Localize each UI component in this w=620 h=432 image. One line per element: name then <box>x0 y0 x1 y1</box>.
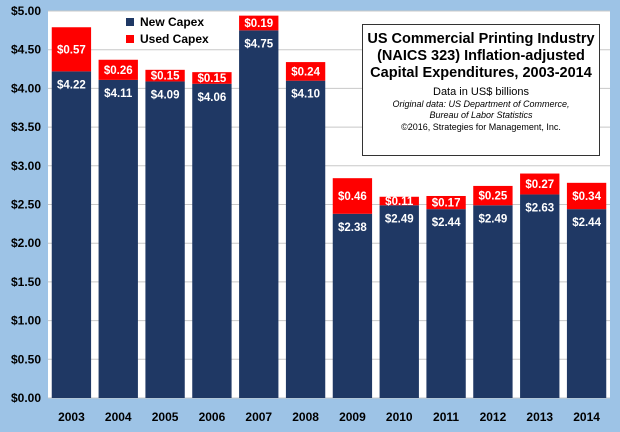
source-line-1: Original data: US Department of Commerce… <box>392 99 570 109</box>
data-label-used-capex: $0.17 <box>432 198 461 210</box>
data-label-used-capex: $0.57 <box>57 44 86 56</box>
legend-label-used-capex: Used Capex <box>140 32 209 46</box>
chart-title-line-2: (NAICS 323) Inflation-adjusted <box>377 48 585 64</box>
x-tick-label: 2007 <box>245 410 272 424</box>
data-label-new-capex: $2.49 <box>479 213 508 225</box>
data-label-new-capex: $2.49 <box>385 213 414 225</box>
x-tick-label: 2010 <box>386 410 413 424</box>
data-label-new-capex: $4.22 <box>57 79 86 91</box>
x-tick-label: 2012 <box>480 410 507 424</box>
bar-new-capex <box>98 79 138 399</box>
bar-new-capex <box>426 209 466 398</box>
data-label-used-capex: $0.11 <box>385 196 414 208</box>
y-tick-label: $4.00 <box>11 81 41 95</box>
x-tick-label: 2009 <box>339 410 366 424</box>
data-label-used-capex: $0.19 <box>244 18 273 30</box>
bar-used-capex <box>332 178 373 214</box>
data-label-new-capex: $4.09 <box>151 89 180 101</box>
y-tick-label: $5.00 <box>11 4 41 18</box>
legend-item-new-capex: New Capex <box>126 15 209 29</box>
bars: $4.22 $0.57 $4.11 $0.26 $4.09 $0.15 $4.06 $0.15… <box>51 15 607 399</box>
data-label-new-capex: $4.75 <box>244 38 273 50</box>
bar-used-capex <box>239 15 279 31</box>
y-tick-label: $3.50 <box>11 120 41 134</box>
y-axis-tick-labels: $0.00 $0.50 $1.00 $1.50 $2.00 $2.50 $3.00 $3.50… <box>11 4 41 405</box>
bar-used-capex <box>473 185 513 206</box>
legend-swatch-used-capex <box>126 35 134 43</box>
y-tick-label: $4.50 <box>11 43 41 57</box>
legend-swatch-new-capex <box>126 18 134 26</box>
data-label-used-capex: $0.27 <box>525 179 554 191</box>
x-tick-label: 2006 <box>199 410 226 424</box>
x-axis-tick-labels: 2003 2004 2005 2006 2007 2008 2009 2010 2011 2012… <box>58 410 600 424</box>
bar-new-capex <box>566 209 607 398</box>
bar-used-capex <box>285 62 326 81</box>
bar-used-capex <box>566 182 607 210</box>
bar-new-capex <box>239 30 279 398</box>
x-tick-label: 2003 <box>58 410 85 424</box>
bar-new-capex <box>145 81 185 399</box>
y-tick-label: $0.50 <box>11 352 41 366</box>
data-label-used-capex: $0.15 <box>198 73 227 85</box>
legend-label-new-capex: New Capex <box>140 15 205 29</box>
data-label-new-capex: $4.10 <box>291 89 320 101</box>
bar-new-capex <box>473 205 513 398</box>
y-tick-label: $2.50 <box>11 198 41 212</box>
chart-title-line-3: Capital Expenditures, 2003-2014 <box>370 65 592 81</box>
data-label-used-capex: $0.24 <box>291 66 320 78</box>
data-label-new-capex: $2.44 <box>432 217 461 229</box>
data-label-new-capex: $4.11 <box>104 88 133 100</box>
bar-used-capex <box>426 195 466 210</box>
bar-new-capex <box>285 80 326 398</box>
y-tick-label: $2.00 <box>11 236 41 250</box>
bar-used-capex <box>51 27 92 72</box>
x-tick-label: 2013 <box>526 410 553 424</box>
source-line-2: Bureau of Labor Statistics <box>429 110 533 120</box>
y-tick-label: $1.00 <box>11 314 41 328</box>
data-label-used-capex: $0.15 <box>151 71 180 83</box>
data-label-used-capex: $0.26 <box>104 65 133 77</box>
x-tick-label: 2011 <box>433 410 459 424</box>
x-tick-label: 2008 <box>292 410 319 424</box>
data-label-new-capex: $2.63 <box>525 202 554 214</box>
copyright-note: ©2016, Strategies for Management, Inc. <box>401 122 561 132</box>
bar-used-capex <box>145 69 185 82</box>
bar-used-capex <box>192 72 232 84</box>
data-label-new-capex: $2.44 <box>572 217 601 229</box>
y-tick-label: $1.50 <box>11 275 41 289</box>
y-tick-label: $0.00 <box>11 391 41 405</box>
legend: New Capex Used Capex <box>126 15 209 49</box>
bar-new-capex <box>51 71 92 398</box>
x-tick-label: 2004 <box>105 410 132 424</box>
data-label-used-capex: $0.46 <box>338 191 367 203</box>
data-label-used-capex: $0.34 <box>572 191 601 203</box>
legend-item-used-capex: Used Capex <box>126 32 209 46</box>
bar-new-capex <box>520 194 560 398</box>
data-label-new-capex: $2.38 <box>338 222 367 234</box>
bar-used-capex <box>98 59 138 80</box>
bar-new-capex <box>379 205 419 398</box>
x-tick-label: 2014 <box>573 410 600 424</box>
chart-title-box: US Commercial Printing Industry (NAICS 3… <box>362 24 600 156</box>
chart-title-line-1: US Commercial Printing Industry <box>367 31 595 47</box>
data-label-used-capex: $0.25 <box>479 191 508 203</box>
bar-used-capex <box>379 196 419 206</box>
bar-new-capex <box>332 213 373 398</box>
y-tick-label: $3.00 <box>11 159 41 173</box>
bar-used-capex <box>520 173 560 195</box>
data-label-new-capex: $4.06 <box>198 92 227 104</box>
chart-subtitle: Data in US$ billions <box>433 86 529 98</box>
bar-new-capex <box>192 83 232 399</box>
x-tick-label: 2005 <box>152 410 179 424</box>
